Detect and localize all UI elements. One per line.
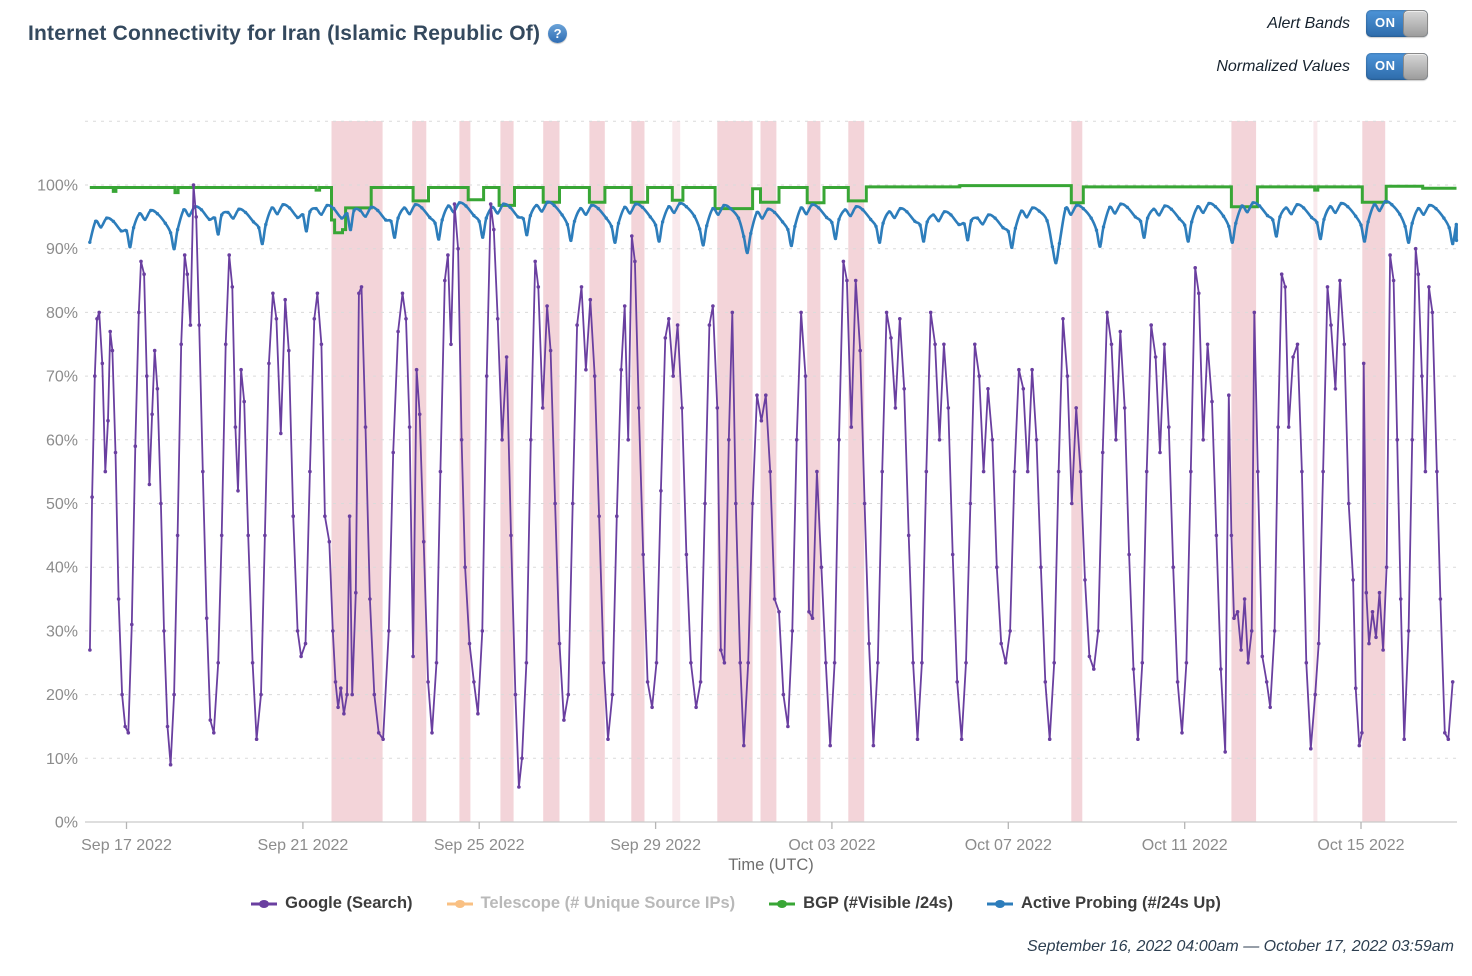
help-icon[interactable]: ? bbox=[548, 24, 568, 43]
y-tick-label: 0% bbox=[55, 815, 78, 832]
bgp-series-marker bbox=[769, 899, 796, 908]
y-tick-label: 70% bbox=[46, 369, 78, 386]
connectivity-chart[interactable]: 0% 10% 20% 30% 40% 50% 60% 70% 80% 90% 100% Sep 17 … bbox=[0, 0, 1472, 886]
legend-label-bgp: BGP (#Visible /24s) bbox=[803, 894, 953, 912]
chart-legend: Google (Search) Telescope (# Unique Sour… bbox=[0, 894, 1472, 913]
plot-area[interactable] bbox=[85, 121, 1457, 822]
x-tick-label: Sep 25 2022 bbox=[434, 837, 525, 854]
series-google-markers bbox=[88, 183, 1455, 789]
alert-band bbox=[672, 121, 681, 822]
alert-bands-toggle[interactable]: ON bbox=[1366, 10, 1428, 37]
y-tick-label: 50% bbox=[46, 496, 78, 513]
alert-band bbox=[807, 121, 821, 822]
legend-label-google: Google (Search) bbox=[285, 894, 413, 912]
series-google[interactable] bbox=[89, 184, 1454, 788]
y-tick-label: 80% bbox=[46, 305, 78, 322]
page-title: Internet Connectivity for Iran (Islamic … bbox=[28, 22, 568, 46]
y-tick-label: 100% bbox=[37, 178, 78, 195]
legend-label-telescope: Telescope (# Unique Source IPs) bbox=[480, 894, 736, 912]
normalized-values-toggle-knob[interactable] bbox=[1403, 53, 1428, 80]
normalized-values-toggle-state: ON bbox=[1375, 58, 1396, 73]
x-tick-label: Oct 15 2022 bbox=[1317, 837, 1404, 854]
x-tick-label: Oct 11 2022 bbox=[1142, 837, 1228, 854]
alert-band bbox=[848, 121, 865, 822]
alert-bands-control: Alert Bands ON bbox=[1267, 10, 1428, 37]
alert-bands-label: Alert Bands bbox=[1267, 14, 1350, 32]
series-active-probing[interactable] bbox=[88, 200, 1458, 265]
page-title-text: Internet Connectivity for Iran (Islamic … bbox=[28, 22, 541, 45]
y-tick-label: 20% bbox=[46, 687, 78, 704]
legend-item-probing[interactable]: Active Probing (#/24s Up) bbox=[986, 894, 1221, 913]
x-tick-label: Oct 03 2022 bbox=[788, 837, 875, 854]
alert-band bbox=[543, 121, 560, 822]
legend-item-bgp[interactable]: BGP (#Visible /24s) bbox=[769, 894, 953, 913]
alert-bands-toggle-knob[interactable] bbox=[1403, 10, 1428, 37]
x-tick-label: Sep 21 2022 bbox=[258, 837, 349, 854]
y-tick-label: 40% bbox=[46, 560, 78, 577]
normalized-values-toggle[interactable]: ON bbox=[1366, 53, 1428, 80]
x-tick-label: Oct 07 2022 bbox=[965, 837, 1052, 854]
alert-bands-toggle-state: ON bbox=[1375, 15, 1396, 30]
y-tick-label: 30% bbox=[46, 623, 78, 640]
y-tick-label: 60% bbox=[46, 432, 78, 449]
chart-svg[interactable]: 0% 10% 20% 30% 40% 50% 60% 70% 80% 90% 100% Sep 17 … bbox=[0, 0, 1472, 886]
alert-band bbox=[412, 121, 427, 822]
alert-band bbox=[631, 121, 645, 822]
alert-band bbox=[1313, 121, 1318, 822]
legend-item-telescope[interactable]: Telescope (# Unique Source IPs) bbox=[446, 894, 736, 913]
alert-band bbox=[500, 121, 514, 822]
legend-item-google[interactable]: Google (Search) bbox=[251, 894, 413, 913]
normalized-values-label: Normalized Values bbox=[1216, 57, 1350, 75]
x-tick-label: Sep 17 2022 bbox=[81, 837, 172, 854]
y-tick-label: 10% bbox=[46, 751, 78, 768]
x-axis-title: Time (UTC) bbox=[728, 856, 814, 874]
alert-band bbox=[459, 121, 471, 822]
alert-band bbox=[1362, 121, 1386, 822]
telescope-series-marker bbox=[446, 899, 473, 908]
probing-series-marker bbox=[986, 899, 1013, 908]
series-bgp[interactable] bbox=[89, 184, 1457, 235]
x-tick-label: Sep 29 2022 bbox=[610, 837, 701, 854]
alert-band bbox=[1071, 121, 1083, 822]
time-range-label: September 16, 2022 04:00am — October 17,… bbox=[1027, 938, 1454, 955]
y-tick-label: 90% bbox=[46, 241, 78, 258]
normalized-values-control: Normalized Values ON bbox=[1216, 53, 1428, 80]
google-series-marker bbox=[251, 899, 278, 908]
alert-band bbox=[1231, 121, 1257, 822]
legend-label-probing: Active Probing (#/24s Up) bbox=[1020, 894, 1221, 912]
series-active-probing-markers bbox=[88, 199, 1459, 265]
